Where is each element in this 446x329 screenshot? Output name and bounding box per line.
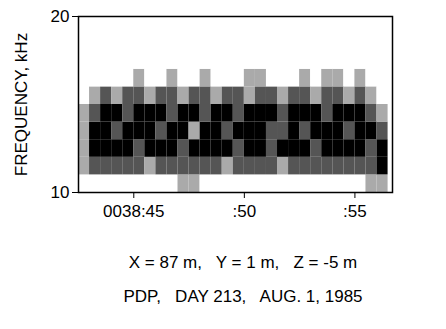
svg-text:20: 20 (51, 7, 70, 26)
svg-text:FREQUENCY, kHz: FREQUENCY, kHz (12, 33, 31, 176)
svg-text:0038:45: 0038:45 (103, 202, 164, 221)
html-text:X = 87 m, Y = 1 m, Z = -5 m: X = 87 m, Y = 1 m, Z = -5 m (128, 253, 358, 272)
svg-text::55: :55 (343, 202, 367, 221)
svg-text:10: 10 (51, 183, 70, 202)
html-text:PDP, DAY 213, AUG. 1, 1985: PDP, DAY 213, AUG. 1, 1985 (123, 287, 363, 306)
svg-text::50: :50 (233, 202, 257, 221)
